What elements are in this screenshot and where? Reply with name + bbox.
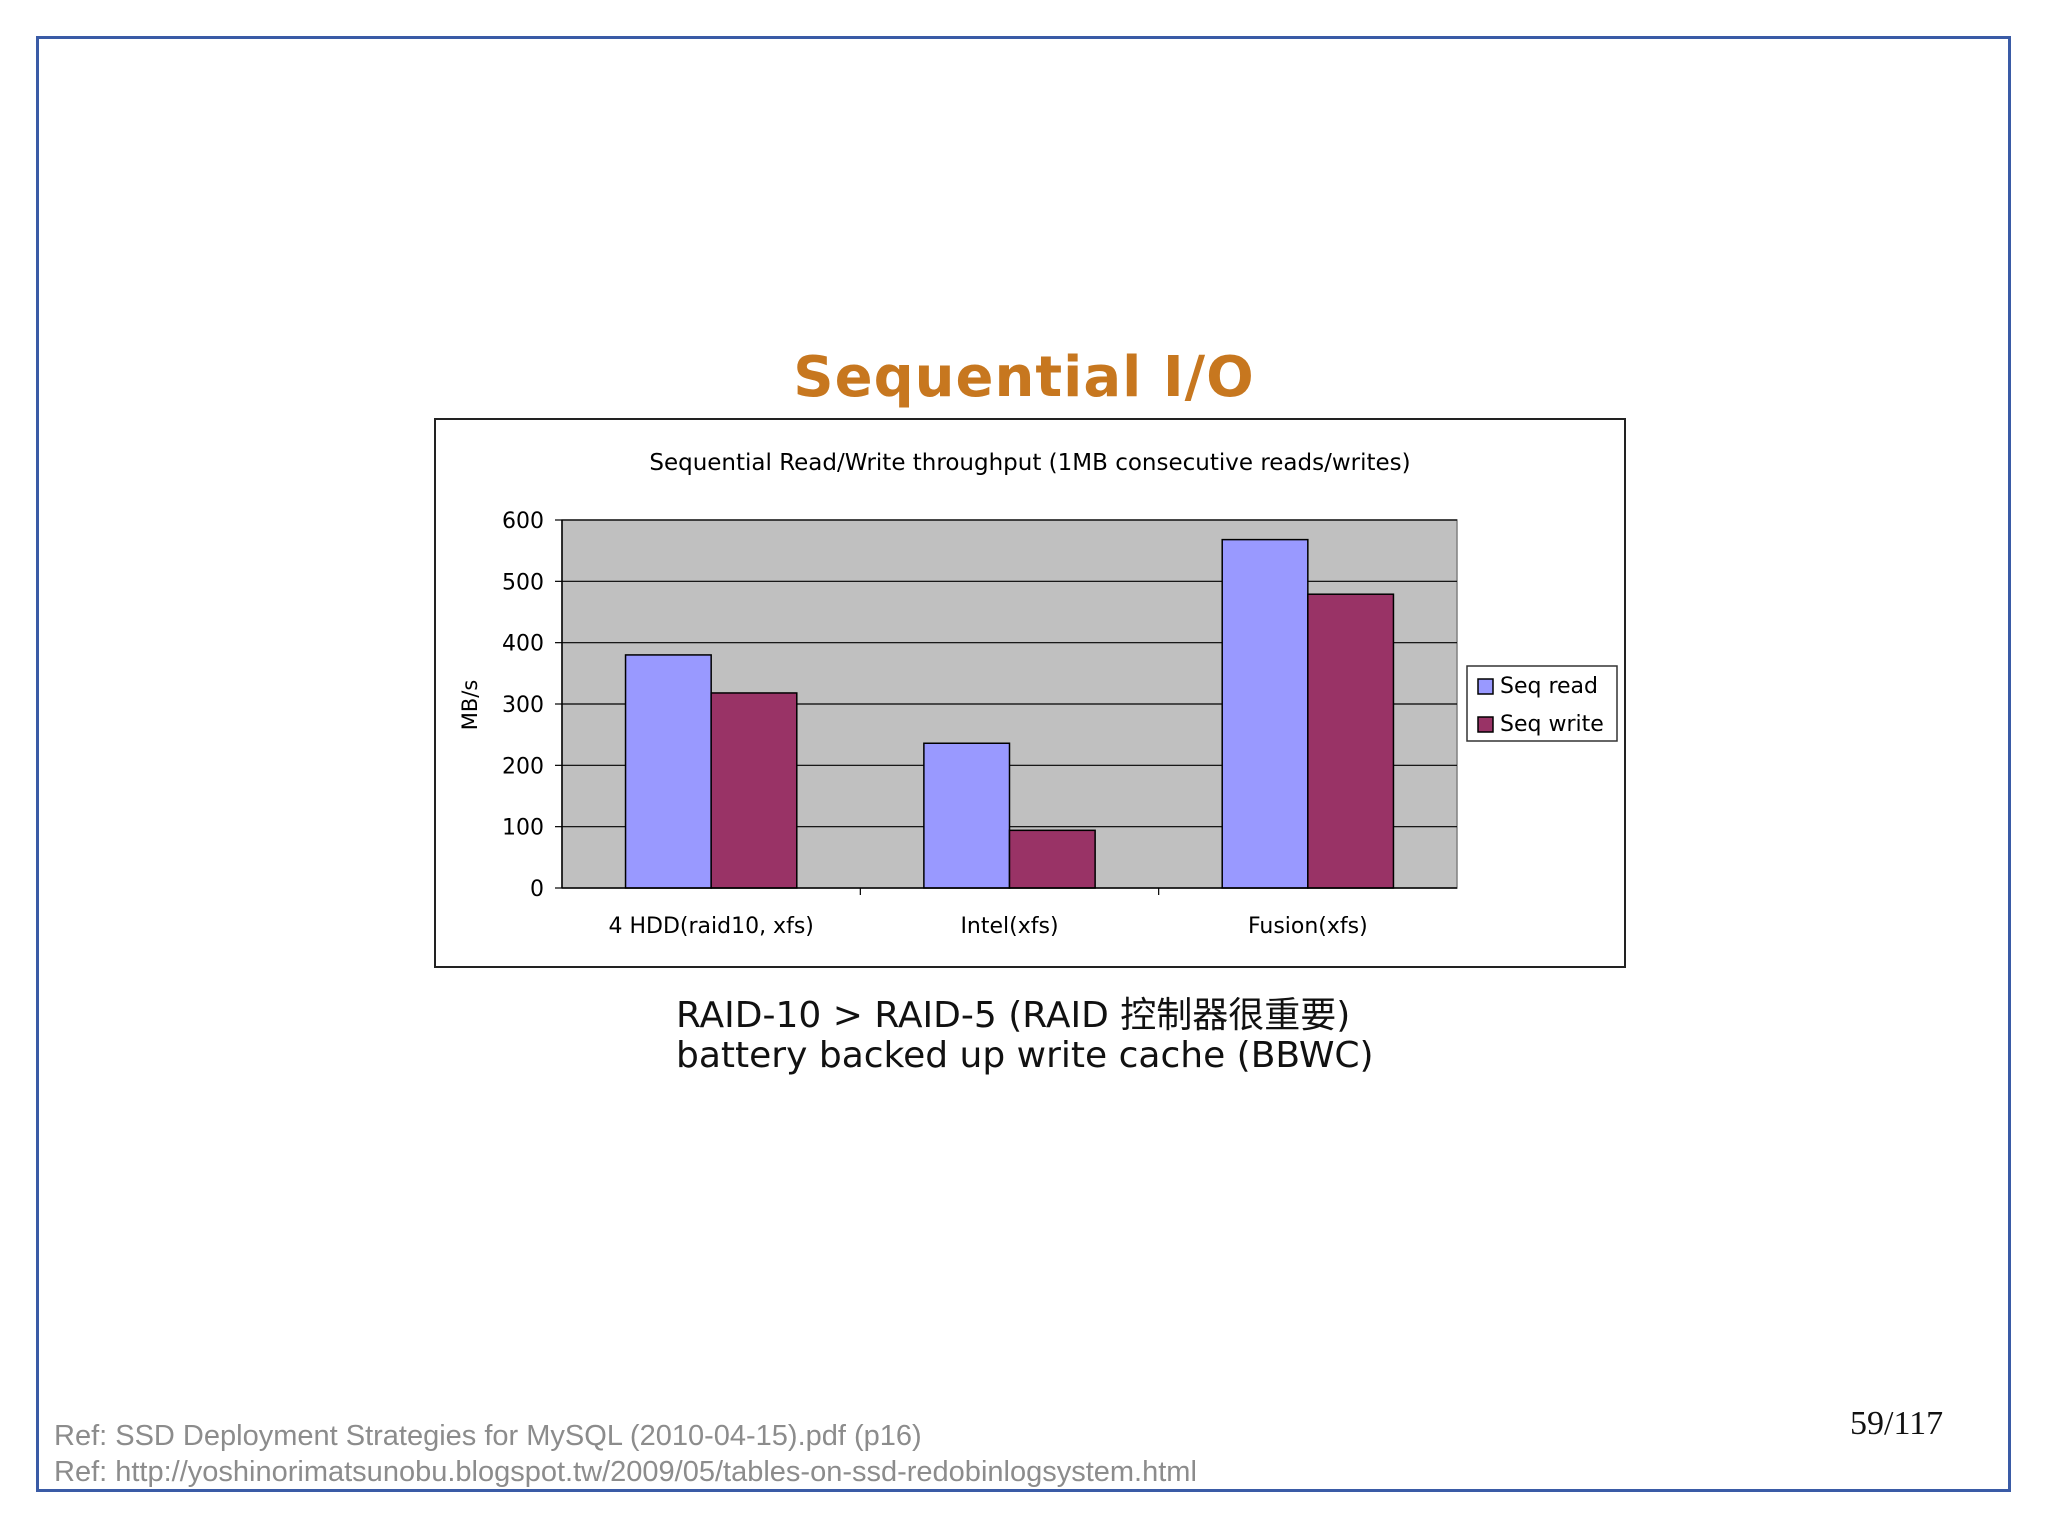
y-tick-label: 0 xyxy=(530,877,544,902)
bar-seq-read xyxy=(1221,538,1309,889)
tick-labels: 0 100 200 300 400 500 600 4 HDD(raid10, xfs) Int… xyxy=(502,509,1368,939)
bar-seq-write xyxy=(710,692,798,889)
caption: RAID-10 > RAID-5 (RAID 控制器很重要) battery b… xyxy=(676,996,1374,1076)
axes xyxy=(555,519,1457,895)
legend-swatch-seq-read xyxy=(1477,678,1494,695)
reference-2: Ref: http://yoshinorimatsunobu.blogspot.… xyxy=(54,1456,1197,1488)
x-tick-label: 4 HDD(raid10, xfs) xyxy=(608,914,813,939)
slide-frame xyxy=(36,36,2011,1492)
bar-seq-write xyxy=(1008,829,1096,889)
chart-container: Sequential Read/Write throughput (1MB co… xyxy=(434,418,1626,968)
y-tick-label: 100 xyxy=(502,816,544,841)
bar-seq-write xyxy=(1307,593,1395,889)
y-tick-label: 300 xyxy=(502,693,544,718)
references: Ref: SSD Deployment Strategies for MySQL… xyxy=(54,1418,1197,1490)
legend-swatch-seq-write xyxy=(1477,716,1494,733)
bar-seq-read xyxy=(624,654,712,889)
reference-1: Ref: SSD Deployment Strategies for MySQL… xyxy=(54,1420,922,1452)
caption-line-1: RAID-10 > RAID-5 (RAID 控制器很重要) xyxy=(676,995,1351,1036)
y-tick-label: 500 xyxy=(502,570,544,595)
legend-label-seq-write: Seq write xyxy=(1500,712,1604,737)
caption-line-2: battery backed up write cache (BBWC) xyxy=(676,1035,1374,1076)
bar-seq-read xyxy=(923,742,1011,889)
chart-title: Sequential Read/Write throughput (1MB co… xyxy=(649,450,1410,476)
page-number: 59/117 xyxy=(1850,1405,1944,1442)
y-tick-label: 200 xyxy=(502,754,544,779)
y-axis-label: MB/s xyxy=(458,680,482,731)
y-tick-label: 400 xyxy=(502,632,544,657)
y-tick-label: 600 xyxy=(502,509,544,534)
legend: Seq read Seq write xyxy=(1466,665,1618,742)
x-tick-label: Fusion(xfs) xyxy=(1248,914,1368,939)
x-tick-label: Intel(xfs) xyxy=(960,914,1058,939)
bars xyxy=(624,538,1395,889)
legend-label-seq-read: Seq read xyxy=(1500,674,1598,699)
chart-svg: Sequential Read/Write throughput (1MB co… xyxy=(458,450,1618,939)
slide-title: Sequential I/O xyxy=(793,345,1255,410)
